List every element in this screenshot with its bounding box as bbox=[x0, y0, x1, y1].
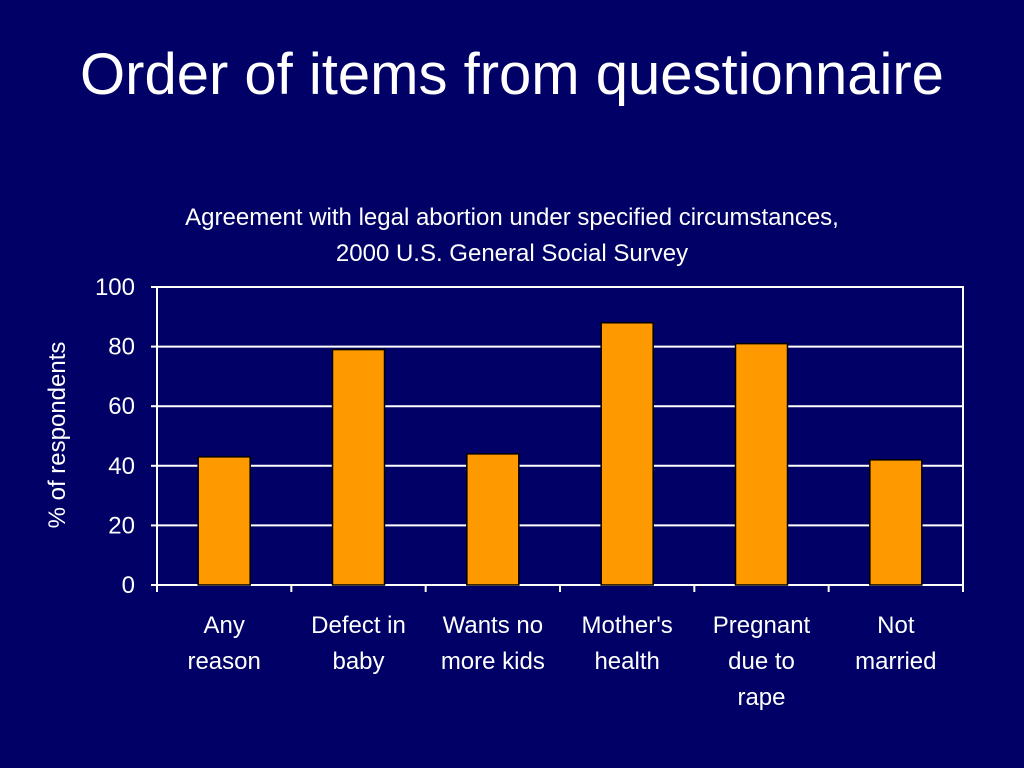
x-tick-label: Wants no more kids bbox=[440, 612, 545, 675]
bar bbox=[466, 453, 520, 586]
y-tick-label: 60 bbox=[108, 393, 135, 420]
x-tick-label: Mother's health bbox=[581, 612, 673, 675]
bar bbox=[197, 456, 251, 586]
y-tick-label: 40 bbox=[108, 453, 135, 480]
y-tick-label: 80 bbox=[108, 334, 135, 361]
x-tick-label: Any reason bbox=[187, 612, 261, 675]
bar bbox=[331, 348, 386, 586]
bar bbox=[734, 342, 789, 586]
x-tick-label: Not married bbox=[855, 612, 937, 675]
chart-subtitle: 2000 U.S. General Social Survey bbox=[335, 240, 689, 267]
x-tick-label: Defect in baby bbox=[311, 612, 406, 675]
x-tick-label: Pregnant due to rape bbox=[712, 612, 811, 711]
chart-title: Agreement with legal abortion under spec… bbox=[185, 204, 839, 231]
y-tick-label: 20 bbox=[108, 512, 135, 539]
y-tick-label: 0 bbox=[122, 572, 135, 599]
chart-title-block: Agreement with legal abortion under spec… bbox=[0, 200, 1024, 272]
y-tick-label: 100 bbox=[95, 274, 135, 301]
bar bbox=[869, 459, 923, 586]
slide-title: Order of items from questionnaire bbox=[80, 42, 944, 107]
plot-area-border bbox=[156, 286, 964, 586]
bar bbox=[600, 322, 654, 586]
